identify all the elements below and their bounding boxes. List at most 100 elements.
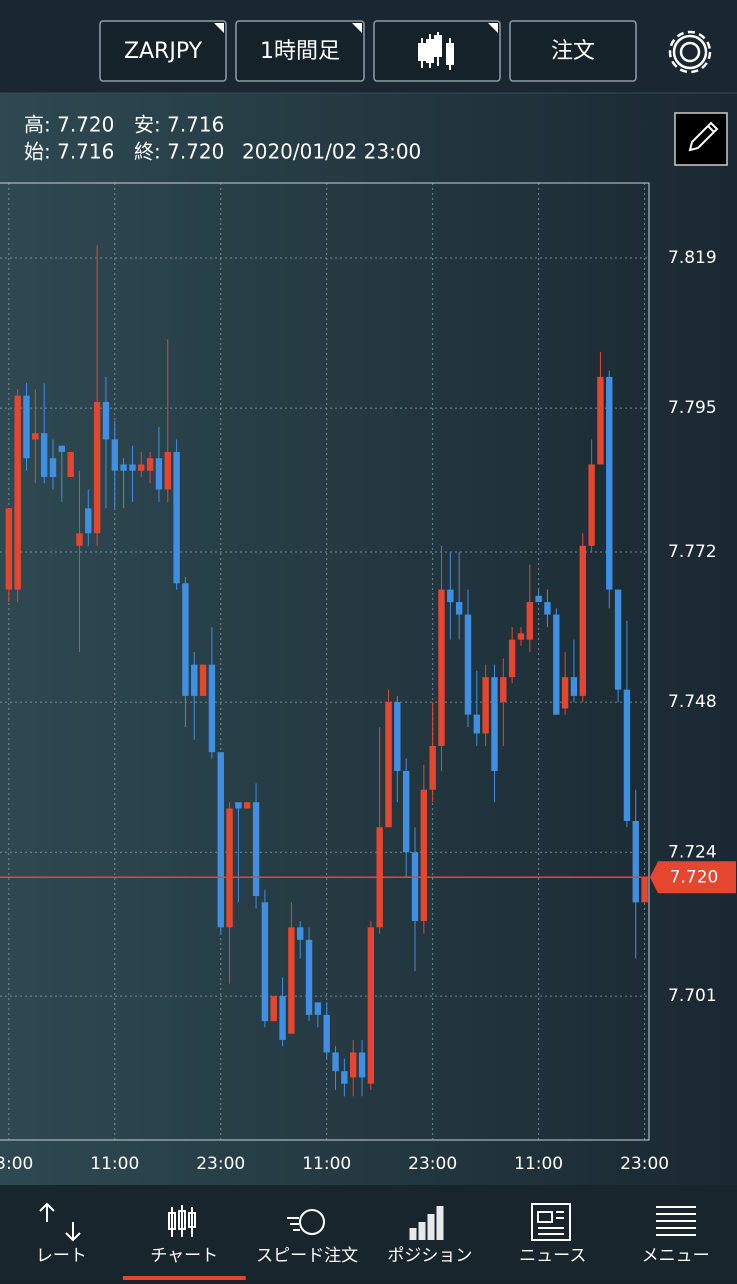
nav-label[interactable]: チャート bbox=[150, 1246, 218, 1266]
candle-body bbox=[429, 745, 436, 790]
candle-body bbox=[76, 533, 83, 546]
candle-body bbox=[341, 1071, 348, 1084]
info-open: 始: 7.716 bbox=[24, 140, 114, 164]
y-tick-label: 7.701 bbox=[668, 986, 717, 1006]
candle-body bbox=[261, 902, 269, 1022]
candle-body bbox=[438, 589, 445, 746]
candle-body bbox=[208, 664, 216, 753]
candle-body bbox=[358, 1052, 366, 1078]
current-price-label: 7.720 bbox=[670, 867, 719, 887]
candle-body bbox=[641, 877, 648, 903]
candle-body bbox=[49, 458, 57, 477]
candle-body bbox=[332, 1052, 339, 1072]
candle-body bbox=[85, 508, 92, 534]
candle-body bbox=[491, 677, 498, 771]
nav-active-indicator bbox=[122, 1276, 246, 1280]
candle-body bbox=[367, 927, 375, 1084]
candle-body bbox=[632, 821, 639, 903]
candle-body bbox=[164, 451, 171, 490]
candle-body bbox=[464, 614, 472, 715]
candle-body bbox=[155, 458, 163, 490]
candle-body bbox=[447, 589, 454, 603]
order-button[interactable]: 注文 bbox=[509, 20, 637, 82]
candle-body bbox=[570, 677, 578, 696]
candle-body bbox=[288, 927, 295, 1034]
info-time: 2020/01/02 23:00 bbox=[242, 140, 421, 164]
draw-button[interactable] bbox=[674, 112, 728, 166]
candle-body bbox=[182, 583, 189, 696]
candle-body bbox=[482, 677, 489, 734]
candle-body bbox=[588, 464, 595, 546]
nav-label[interactable]: スピード注文 bbox=[256, 1246, 358, 1266]
y-tick-label: 7.795 bbox=[668, 398, 717, 418]
candle-body bbox=[32, 433, 39, 440]
candle-body bbox=[270, 996, 277, 1022]
info-high: 高: 7.720 bbox=[24, 113, 114, 137]
candle-body bbox=[235, 802, 242, 809]
candle-body bbox=[508, 639, 516, 678]
candle-body bbox=[411, 852, 419, 922]
candle-body bbox=[606, 376, 613, 590]
candle-body bbox=[252, 802, 260, 897]
candle-body bbox=[199, 664, 207, 696]
candle-body bbox=[146, 458, 154, 471]
nav-label[interactable]: ポジション bbox=[387, 1246, 472, 1266]
candle-body bbox=[455, 602, 463, 615]
candle-body bbox=[14, 395, 21, 590]
candle-body bbox=[402, 770, 410, 853]
settings-button[interactable] bbox=[668, 30, 712, 74]
timeframe-button[interactable]: 1時間足 bbox=[235, 20, 365, 82]
candle-body bbox=[129, 464, 136, 471]
candle-body bbox=[40, 433, 48, 477]
candle-body bbox=[173, 451, 180, 584]
symbol-button[interactable]: ZARJPY bbox=[99, 20, 227, 82]
x-tick-label: 11:00 bbox=[90, 1154, 139, 1174]
candle-body bbox=[279, 996, 286, 1040]
candle-body bbox=[191, 664, 198, 696]
order-label: 注文 bbox=[551, 39, 595, 64]
timeframe-label: 1時間足 bbox=[260, 39, 340, 64]
candle-body bbox=[579, 545, 586, 696]
x-tick-label: 23:00 bbox=[620, 1154, 669, 1174]
candle-body bbox=[314, 1002, 322, 1015]
x-tick-label: 23:00 bbox=[408, 1154, 457, 1174]
nav-label[interactable]: ニュース bbox=[519, 1246, 586, 1266]
candle-body bbox=[120, 464, 127, 471]
candle-body bbox=[323, 1014, 330, 1053]
candle-body bbox=[244, 802, 251, 809]
x-tick-label: 11:00 bbox=[302, 1154, 351, 1174]
chart-type-button[interactable] bbox=[373, 20, 501, 82]
candle-body bbox=[385, 702, 392, 828]
candle-body bbox=[226, 808, 233, 928]
candle-body bbox=[517, 633, 525, 640]
nav-label[interactable]: レート bbox=[36, 1246, 87, 1266]
y-tick-label: 7.724 bbox=[668, 842, 717, 862]
symbol-label: ZARJPY bbox=[124, 39, 203, 64]
x-tick-label: 23:00 bbox=[196, 1154, 245, 1174]
candle-body bbox=[349, 1052, 357, 1078]
plot-frame bbox=[0, 182, 650, 1141]
info-low: 安: 7.716 bbox=[134, 113, 224, 137]
candle-body bbox=[67, 451, 74, 477]
candle-body bbox=[102, 401, 110, 440]
candle-body bbox=[553, 614, 560, 715]
candle-body bbox=[500, 677, 507, 703]
candle-body bbox=[5, 508, 13, 590]
y-tick-label: 7.772 bbox=[668, 542, 717, 562]
candle-body bbox=[394, 702, 401, 771]
nav-label[interactable]: メニュー bbox=[642, 1246, 710, 1266]
candle-body bbox=[305, 939, 313, 1015]
y-tick-label: 7.819 bbox=[668, 248, 717, 268]
candle-body bbox=[623, 689, 631, 821]
candle-body bbox=[526, 602, 533, 640]
y-tick-label: 7.748 bbox=[668, 692, 717, 712]
candle-body bbox=[614, 589, 622, 690]
candle-body bbox=[561, 677, 569, 709]
candle-body bbox=[58, 445, 66, 452]
nav-labels: レート チャート スピード注文 ポジション ニュース メニュー bbox=[36, 1246, 710, 1280]
candle-body bbox=[297, 927, 304, 940]
x-tick-label: 11:00 bbox=[514, 1154, 563, 1174]
candle-body bbox=[111, 439, 118, 471]
candle-body bbox=[23, 395, 30, 459]
